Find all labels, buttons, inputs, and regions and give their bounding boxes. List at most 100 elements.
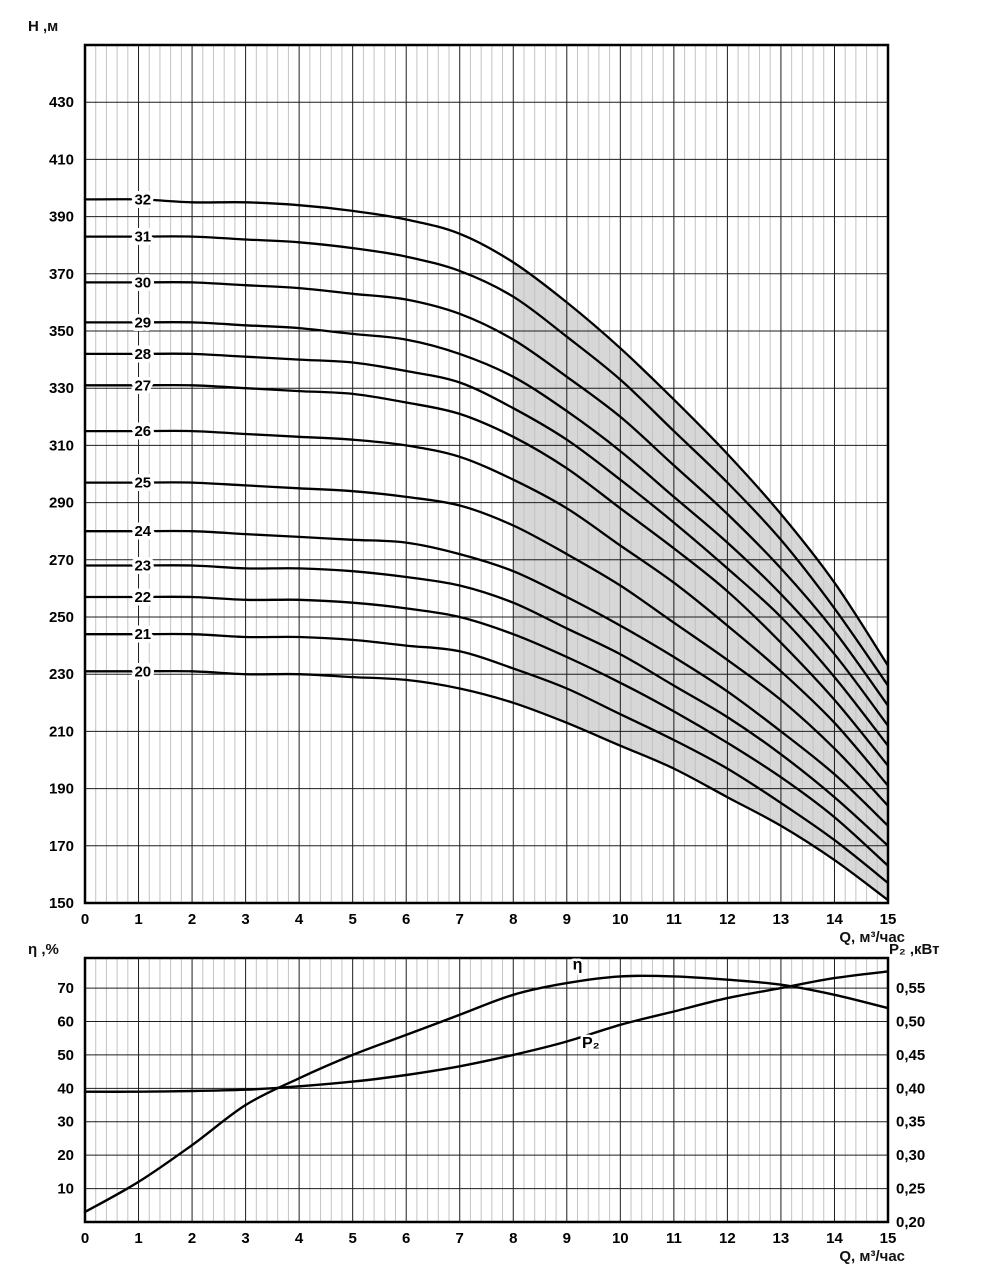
head-tick-250: 250 (49, 609, 74, 626)
power-tick-0,30: 0,30 (896, 1147, 925, 1164)
power-curve (83, 970, 890, 1093)
power-tick-0,55: 0,55 (896, 980, 925, 997)
power-tick-0,35: 0,35 (896, 1114, 925, 1131)
stage-label-21: 21 (134, 626, 151, 643)
stage-label-25: 25 (134, 475, 151, 492)
head-tick-230: 230 (49, 666, 74, 683)
head-tick-370: 370 (49, 266, 74, 283)
flow-tick-top-10: 10 (612, 911, 629, 928)
eff-tick-10: 10 (57, 1181, 74, 1198)
stage-label-26: 26 (134, 423, 151, 440)
stage-label-23: 23 (134, 558, 151, 575)
stage-label-29: 29 (134, 314, 151, 331)
curve-label-p2: P₂ (582, 1035, 600, 1052)
flow-tick-bottom-12: 12 (719, 1230, 736, 1247)
flow-tick-top-7: 7 (456, 911, 464, 928)
flow-tick-bottom-6: 6 (402, 1230, 410, 1247)
stage-label-28: 28 (134, 346, 151, 363)
head-tick-310: 310 (49, 437, 74, 454)
flow-tick-top-11: 11 (666, 911, 682, 928)
eff-tick-40: 40 (57, 1080, 74, 1097)
head-curve-24 (83, 529, 890, 827)
flow-tick-top-6: 6 (402, 911, 410, 928)
head-curve-31 (83, 235, 890, 687)
head-tick-210: 210 (49, 723, 74, 740)
flow-tick-top-1: 1 (134, 911, 142, 928)
stage-label-24: 24 (134, 523, 151, 540)
eff-tick-30: 30 (57, 1114, 74, 1131)
head-tick-290: 290 (49, 495, 74, 512)
efficiency-axis-title: η ,% (28, 941, 59, 958)
flow-tick-top-15: 15 (880, 911, 897, 928)
head-curve-26 (83, 429, 890, 787)
head-curve-29 (83, 321, 890, 727)
flow-tick-top-3: 3 (241, 911, 249, 928)
flow-tick-bottom-9: 9 (563, 1230, 571, 1247)
power-tick-0,25: 0,25 (896, 1181, 925, 1198)
head-tick-190: 190 (49, 781, 74, 798)
flow-tick-bottom-0: 0 (81, 1230, 89, 1247)
flow-axis-title-top: Q, м³/час (839, 929, 905, 946)
minor-grid (95, 958, 878, 1222)
flow-tick-bottom-2: 2 (188, 1230, 196, 1247)
flow-tick-bottom-3: 3 (241, 1230, 249, 1247)
flow-tick-top-0: 0 (81, 911, 89, 928)
head-curve-20 (83, 669, 890, 902)
flow-axis-title-bottom: Q, м³/час (839, 1248, 905, 1265)
flow-tick-top-9: 9 (563, 911, 571, 928)
power-axis-title: P₂ ,кВт (889, 941, 940, 958)
flow-tick-bottom-13: 13 (773, 1230, 790, 1247)
eff-chart-border (83, 956, 890, 1224)
head-flow-chart: 3231302928272625242322212015017019021023… (49, 43, 897, 928)
curve-label-eta: η (573, 957, 583, 974)
flow-tick-bottom-5: 5 (349, 1230, 357, 1247)
head-curve-27 (83, 383, 890, 767)
head-curve-30 (83, 281, 890, 707)
head-tick-350: 350 (49, 323, 74, 340)
flow-tick-top-2: 2 (188, 911, 196, 928)
head-chart-border (83, 43, 890, 905)
head-axis-title: H ,м (28, 18, 59, 35)
head-tick-410: 410 (49, 151, 74, 168)
head-curve-28 (83, 352, 890, 747)
flow-tick-bottom-15: 15 (880, 1230, 897, 1247)
head-tick-390: 390 (49, 209, 74, 226)
stage-label-32: 32 (134, 191, 151, 208)
eff-tick-20: 20 (57, 1147, 74, 1164)
flow-tick-top-8: 8 (509, 911, 517, 928)
stage-label-22: 22 (134, 589, 151, 606)
efficiency-curve (83, 974, 890, 1214)
flow-tick-top-12: 12 (719, 911, 736, 928)
stage-label-20: 20 (134, 663, 151, 680)
flow-tick-bottom-14: 14 (826, 1230, 843, 1247)
power-tick-0,50: 0,50 (896, 1014, 925, 1031)
head-tick-170: 170 (49, 838, 74, 855)
major-grid (85, 45, 888, 903)
head-curve-25 (83, 481, 890, 807)
head-tick-430: 430 (49, 94, 74, 111)
head-tick-270: 270 (49, 552, 74, 569)
flow-tick-bottom-10: 10 (612, 1230, 629, 1247)
head-curve-23 (83, 564, 890, 847)
eff-tick-60: 60 (57, 1014, 74, 1031)
flow-tick-top-13: 13 (773, 911, 790, 928)
flow-tick-bottom-1: 1 (134, 1230, 142, 1247)
flow-tick-bottom-11: 11 (666, 1230, 682, 1247)
power-tick-0,40: 0,40 (896, 1080, 925, 1097)
head-tick-150: 150 (49, 895, 74, 912)
flow-tick-bottom-7: 7 (456, 1230, 464, 1247)
power-tick-0,45: 0,45 (896, 1047, 925, 1064)
head-curve-22 (83, 595, 890, 867)
stage-label-27: 27 (134, 377, 151, 394)
eff-tick-50: 50 (57, 1047, 74, 1064)
power-tick-0,20: 0,20 (896, 1214, 925, 1231)
eff-tick-70: 70 (57, 980, 74, 997)
head-tick-330: 330 (49, 380, 74, 397)
flow-tick-top-14: 14 (826, 911, 843, 928)
flow-tick-top-5: 5 (349, 911, 357, 928)
head-curve-32 (83, 198, 890, 667)
flow-tick-top-4: 4 (295, 911, 304, 928)
head-curve-21 (83, 632, 890, 885)
